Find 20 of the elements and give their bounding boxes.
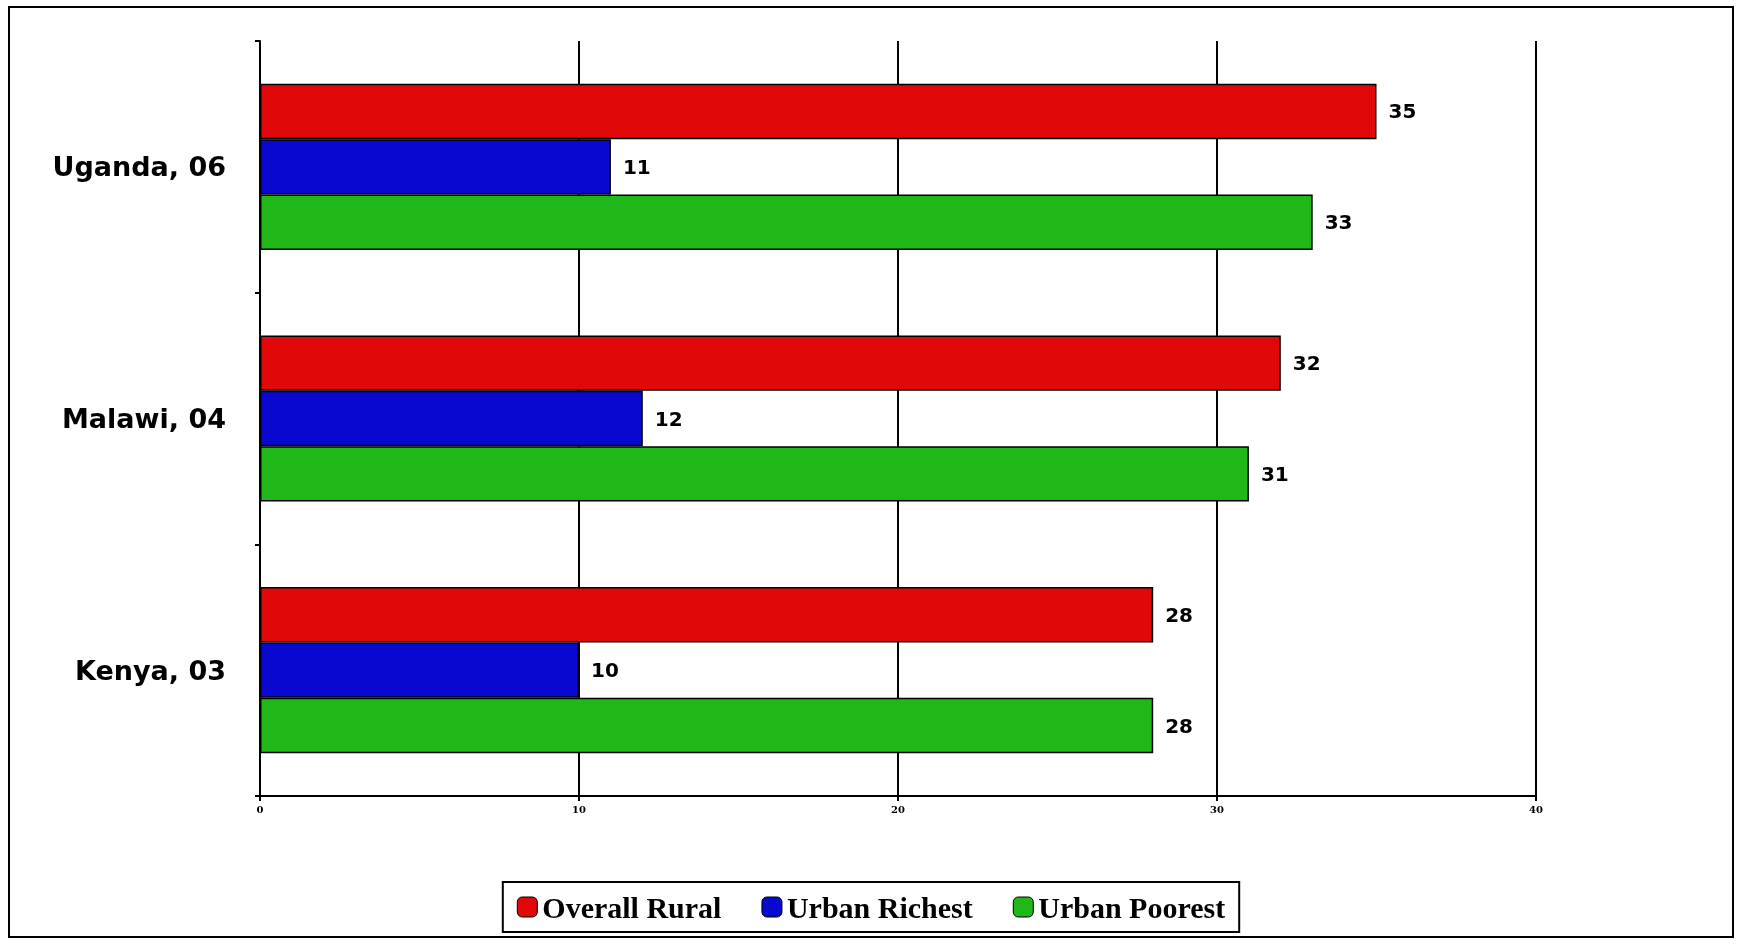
data-label: 11 [622,154,651,179]
x-tick-label: 40 [1529,803,1543,815]
data-label: 33 [1324,210,1353,235]
data-label: 28 [1165,602,1194,627]
legend-label: Overall Rural [542,890,722,924]
y-tick-label: Uganda, 06 [52,151,226,183]
data-label: 10 [591,658,619,683]
x-tick-label: 10 [572,803,586,815]
data-label: 31 [1260,461,1289,486]
data-label: 12 [654,406,683,431]
y-tick-label: Kenya, 03 [74,654,226,686]
x-tick-label: 0 [256,803,264,815]
y-tick-label: Malawi, 04 [62,403,226,434]
legend-label: Urban Poorest [1038,890,1226,924]
data-label: 35 [1388,99,1417,124]
x-tick-label: 30 [1210,803,1224,815]
data-label: 32 [1292,351,1321,376]
legend-label: Urban Richest [786,890,973,924]
data-label: 28 [1165,713,1194,738]
x-tick-label: 20 [891,803,905,815]
